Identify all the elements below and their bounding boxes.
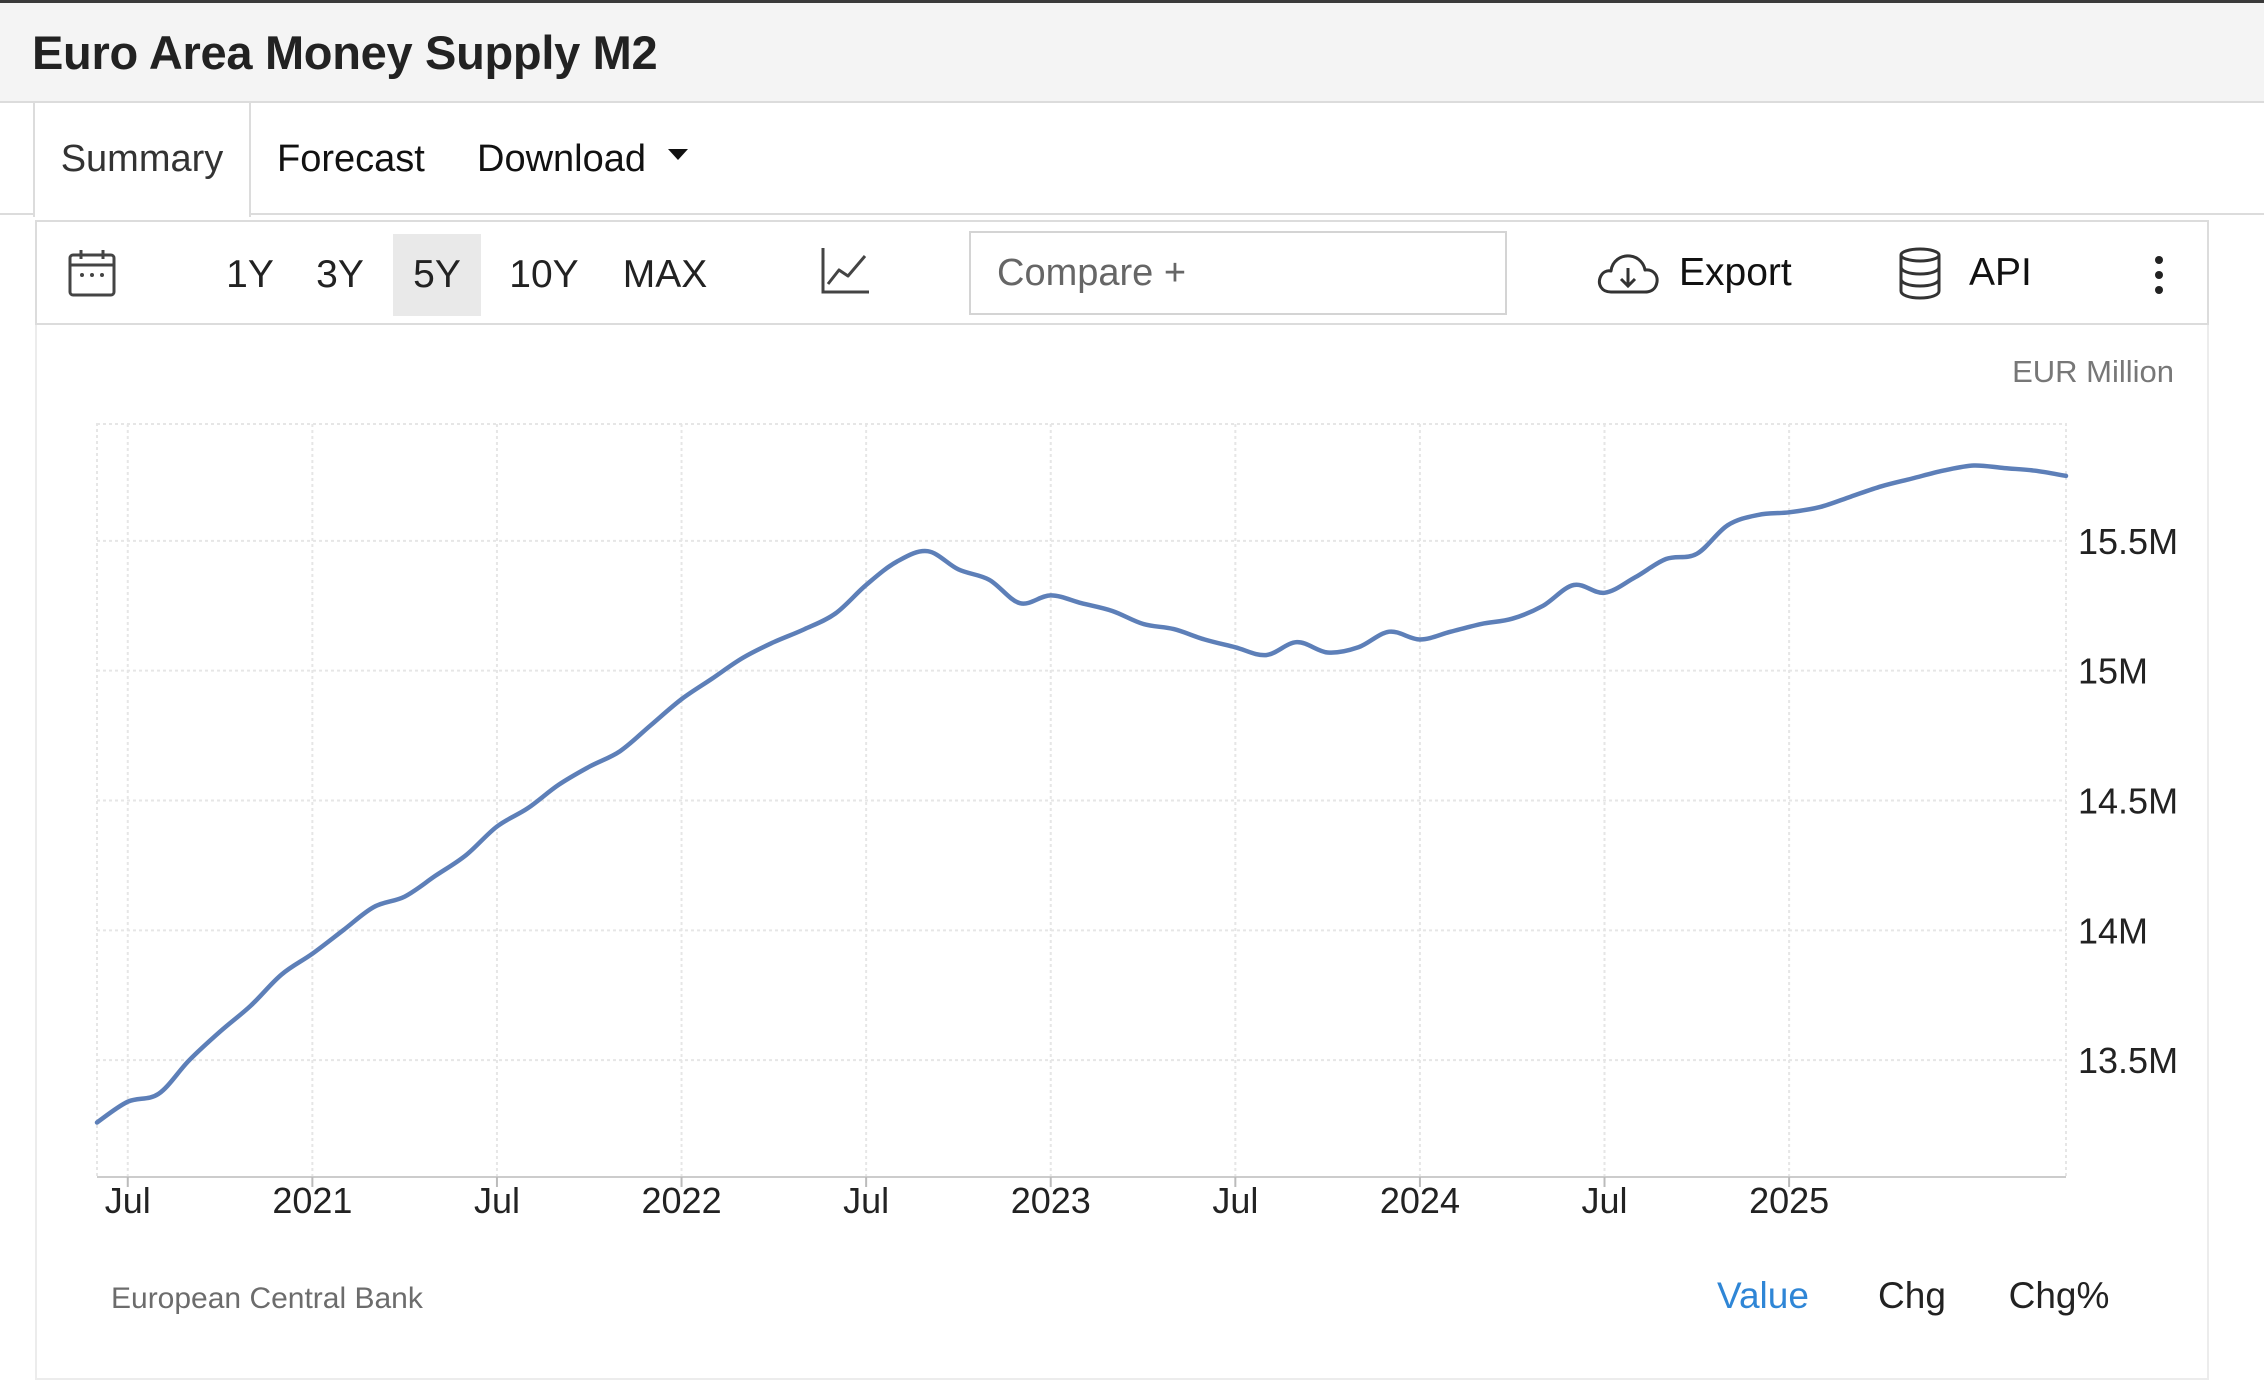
chart-toolbar: 1Y 3Y 5Y 10Y MAX Export API <box>35 220 2209 325</box>
cloud-download-icon[interactable] <box>1595 252 1661 298</box>
top-border <box>0 0 2264 3</box>
calendar-icon[interactable] <box>67 248 117 298</box>
export-button[interactable]: Export <box>1679 251 1792 294</box>
title-bar: Euro Area Money Supply M2 <box>0 3 2264 103</box>
more-vertical-icon[interactable] <box>2149 252 2169 298</box>
line-chart-icon[interactable] <box>819 246 871 296</box>
api-button[interactable]: API <box>1969 251 2032 294</box>
range-3y[interactable]: 3Y <box>316 253 364 296</box>
range-max[interactable]: MAX <box>622 253 708 296</box>
tab-forecast[interactable]: Forecast <box>277 103 425 215</box>
compare-input[interactable] <box>969 231 1507 315</box>
page-title: Euro Area Money Supply M2 <box>32 26 658 79</box>
tab-summary[interactable]: Summary <box>33 103 251 217</box>
range-5y[interactable]: 5Y <box>393 234 481 316</box>
database-icon[interactable] <box>1897 246 1943 300</box>
chevron-down-icon <box>668 149 688 161</box>
tab-forecast-label: Forecast <box>277 138 425 180</box>
tab-download[interactable]: Download <box>477 103 688 215</box>
view-chg-link[interactable]: Chg <box>1878 1275 1946 1316</box>
view-value-link[interactable]: Value <box>1717 1275 1809 1316</box>
tab-summary-label: Summary <box>60 138 224 180</box>
view-chg-pct-link[interactable]: Chg% <box>2009 1275 2110 1316</box>
chart-panel <box>35 325 2209 1380</box>
tab-download-label: Download <box>477 138 646 180</box>
range-10y[interactable]: 10Y <box>509 253 579 296</box>
range-1y[interactable]: 1Y <box>226 253 274 296</box>
tab-bar: Summary Forecast Download <box>0 103 2264 217</box>
